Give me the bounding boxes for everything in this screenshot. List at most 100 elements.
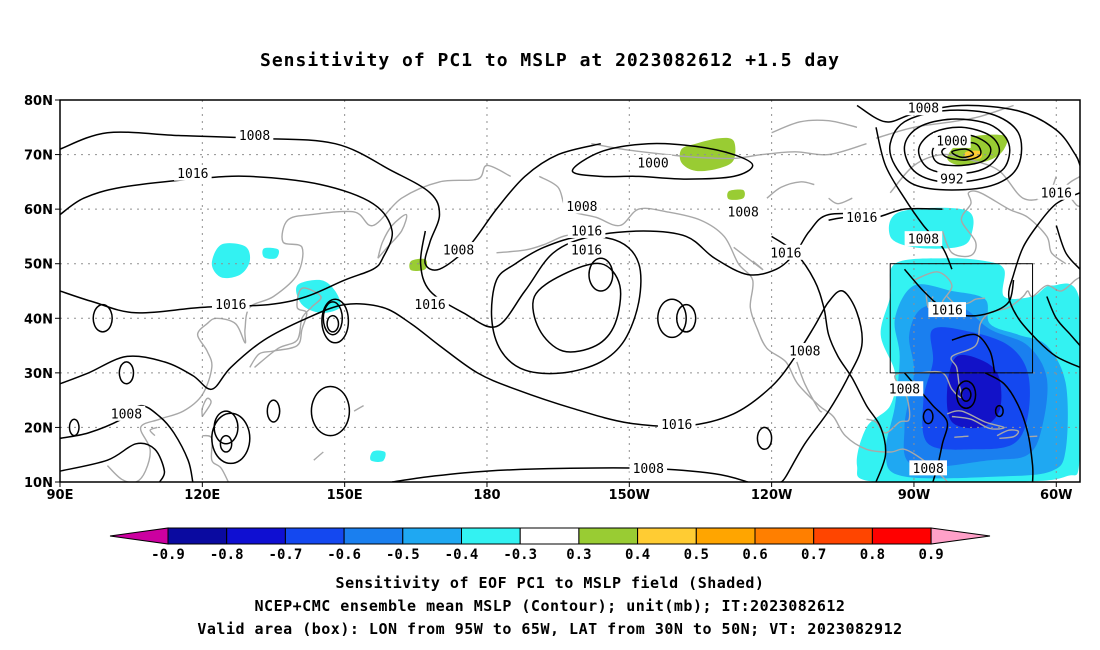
- colorbar-label: 0.3: [566, 547, 591, 563]
- contour-label-background: [786, 343, 824, 359]
- longitude-label: 90E: [47, 488, 74, 503]
- contour-label: 1008: [239, 129, 270, 144]
- colorbar-segment: [813, 527, 873, 545]
- shaded-region: [211, 243, 251, 279]
- mslp-closed-ring: [588, 257, 614, 292]
- mslp-isobar-closed: [917, 126, 1001, 175]
- coastline: [377, 213, 408, 259]
- mslp-isobar-closed: [571, 142, 754, 180]
- contour-label: 1016: [932, 304, 963, 319]
- mslp-contour-labels: 1008 1016 1016 1016 1008 1008 1000 1008 1008 1016…: [107, 100, 1076, 477]
- valid-area-box: [889, 263, 1034, 374]
- mslp-isobar: [951, 333, 996, 374]
- latitude-label: 30N: [24, 367, 53, 382]
- colorbar-segment: [226, 527, 286, 545]
- mslp-closed-ring: [756, 426, 773, 451]
- colorbar-segment: [343, 527, 404, 545]
- longitude-label: 60W: [1040, 488, 1072, 503]
- mslp-isobar-closed: [951, 148, 975, 159]
- contour-label-background: [411, 296, 449, 312]
- mslp-closed-ring: [657, 298, 687, 339]
- contour-label: 1016: [1041, 186, 1072, 201]
- longitude-label: 150E: [327, 488, 363, 503]
- coastline: [828, 197, 853, 205]
- longitude-label: 120W: [751, 488, 792, 503]
- contour-label: 1008: [633, 462, 664, 477]
- coastline: [591, 143, 867, 160]
- contour-label-background: [211, 296, 250, 312]
- latitude-label: 70N: [24, 149, 53, 164]
- mslp-isobar: [875, 127, 953, 270]
- coastline: [796, 361, 823, 413]
- mslp-isobar: [60, 289, 863, 482]
- contour-label-background: [567, 242, 606, 258]
- coastline: [313, 451, 324, 461]
- colorbar-segment: [519, 527, 580, 545]
- mslp-closed-ring: [675, 303, 697, 333]
- contour-label: 1008: [889, 383, 920, 398]
- coastline: [946, 410, 1005, 430]
- mslp-isobar: [903, 268, 1015, 317]
- map-title: Sensitivity of PC1 to MSLP at 2023082612…: [259, 50, 840, 71]
- latitude-label: 60N: [24, 203, 53, 218]
- contour-label: 1008: [913, 462, 944, 477]
- colorbar-label: -0.7: [269, 547, 303, 563]
- mslp-isobar: [1046, 296, 1080, 347]
- mslp-contours: [60, 104, 1080, 482]
- colorbar-label: -0.6: [327, 547, 361, 563]
- shaded-region: [409, 258, 428, 271]
- mslp-closed-ring: [922, 408, 934, 425]
- latitude-label: 20N: [24, 421, 53, 436]
- contour-label-background: [567, 222, 606, 238]
- colorbar-segment: [695, 527, 756, 545]
- colorbar-segment: [284, 527, 345, 545]
- colorbar-segment: [578, 527, 639, 545]
- mslp-isobar: [771, 235, 887, 482]
- contour-label-background: [107, 405, 146, 421]
- colorbar-label: 0.4: [625, 547, 650, 563]
- contour-label: 1016: [414, 298, 445, 313]
- contour-label: 1008: [443, 244, 474, 259]
- colorbar-label: 0.9: [918, 547, 943, 563]
- contour-label: 1016: [661, 418, 692, 433]
- mslp-isobar-closed: [903, 118, 1011, 184]
- shaded-region: [370, 450, 386, 462]
- contour-label: 992: [940, 173, 963, 188]
- contour-label: 1016: [215, 298, 246, 313]
- coastline: [496, 233, 578, 254]
- contour-label: 1008: [789, 345, 820, 360]
- contour-label-background: [724, 203, 762, 219]
- contour-label: 1000: [637, 156, 668, 171]
- colorbar-label: -0.8: [210, 547, 244, 563]
- longitude-label: 180: [473, 488, 500, 503]
- contour-label: 1000: [936, 134, 967, 149]
- coastline: [106, 164, 512, 482]
- colorbar-label: 0.8: [860, 547, 885, 563]
- colorbar-label: 0.7: [801, 547, 826, 563]
- colorbar-label: -0.9: [151, 547, 185, 563]
- latitude-label: 80N: [24, 94, 53, 109]
- mslp-closed-ring: [219, 434, 233, 453]
- contour-label: 1008: [111, 407, 142, 422]
- mslp-closed-ring: [68, 418, 80, 437]
- contour-label: 1016: [770, 246, 801, 261]
- caption-line-1: Sensitivity of EOF PC1 to MSLP field (Sh…: [335, 574, 765, 592]
- coastline: [996, 429, 1020, 439]
- coastline: [889, 153, 1057, 201]
- mslp-closed-ring: [326, 314, 340, 333]
- coastline: [941, 190, 1067, 265]
- contour-label: 1016: [571, 244, 602, 259]
- mslp-closed-ring: [118, 361, 135, 385]
- mslp-closed-ring: [955, 380, 977, 410]
- coastline: [249, 287, 322, 368]
- colorbar-label: -0.3: [503, 547, 537, 563]
- latitude-label: 10N: [24, 476, 53, 491]
- mslp-isobar: [419, 212, 877, 328]
- contour-label: 1016: [177, 167, 208, 182]
- mslp-closed-ring: [266, 399, 281, 423]
- coastline: [149, 426, 158, 437]
- map-gridlines: [60, 100, 1080, 482]
- contour-label: 1008: [728, 205, 759, 220]
- colorbar-segment: [402, 527, 462, 545]
